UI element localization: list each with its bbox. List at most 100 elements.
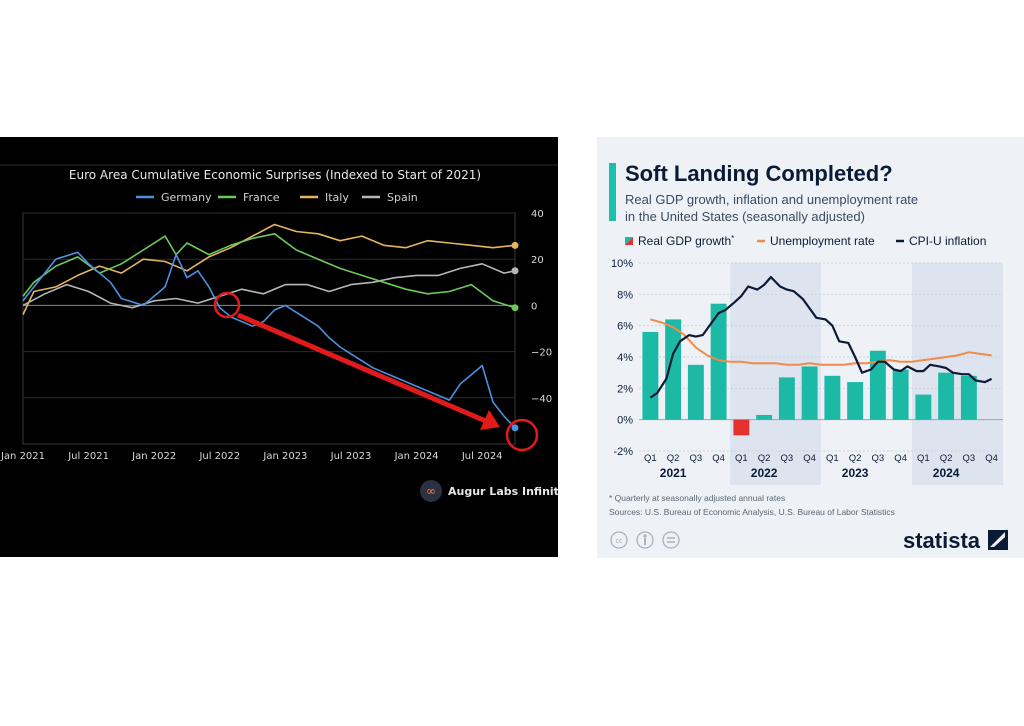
y-tick-label: -2% xyxy=(613,446,633,458)
y-tick-label: 8% xyxy=(617,289,633,301)
series-endpoint-spain xyxy=(511,267,519,275)
x-tick-label: Jan 2022 xyxy=(131,451,176,462)
year-label: 2021 xyxy=(660,466,687,480)
quarter-label: Q1 xyxy=(644,453,657,464)
quarter-label: Q4 xyxy=(985,453,998,464)
series-endpoint-germany xyxy=(511,424,519,432)
gdp-bar xyxy=(915,394,932,420)
creative-commons-icon xyxy=(610,531,628,549)
legend-label-france: France xyxy=(243,191,280,204)
svg-text:∞: ∞ xyxy=(426,484,436,498)
brand-name: Augur Labs Infinity xyxy=(448,485,558,498)
quarter-label: Q4 xyxy=(894,453,907,464)
gdp-bar xyxy=(960,375,977,420)
gdp-bar xyxy=(778,377,795,420)
quarter-label: Q3 xyxy=(872,453,885,464)
brand-logo: ∞ Augur Labs Infinity xyxy=(420,480,558,502)
gdp-bar xyxy=(733,419,750,436)
y-tick-label: −20 xyxy=(531,348,552,359)
gdp-bar xyxy=(642,331,659,420)
footnote: * Quarterly at seasonally adjusted annua… xyxy=(609,493,785,503)
year-label: 2023 xyxy=(842,466,869,480)
y-tick-label: 10% xyxy=(611,258,633,270)
gdp-bar xyxy=(687,364,704,420)
legend-label-spain: Spain xyxy=(387,191,418,204)
legend-gdp-swatch-negative xyxy=(625,237,633,245)
chart-subtitle-line1: Real GDP growth, inflation and unemploym… xyxy=(625,192,918,207)
y-tick-label: 0% xyxy=(617,415,633,427)
legend-label-germany: Germany xyxy=(161,191,212,204)
x-axis-ticks: Q1 Q2 Q3 Q4 Q1 Q2 Q3 Q4 Q1 Q2 Q3 Q4 Q1 Q2 Q3 Q4 2021 2022… xyxy=(644,453,998,480)
x-tick-label: Jan 2021 xyxy=(0,451,45,462)
quarter-label: Q2 xyxy=(940,453,953,464)
gdp-bar xyxy=(869,350,886,420)
x-axis-ticks: Jan 2021 Jul 2021 Jan 2022 Jul 2022 Jan 2023… xyxy=(0,451,503,462)
chart-legend: Real GDP growth* Unemployment rate CPI-U… xyxy=(625,234,986,248)
x-tick-label: Jan 2023 xyxy=(262,451,307,462)
series-endpoint-france xyxy=(511,304,519,312)
series-lines xyxy=(22,223,519,432)
legend-unemployment-label: Unemployment rate xyxy=(770,234,875,248)
license-icons: cc xyxy=(610,531,680,549)
soft-landing-chart: Soft Landing Completed? Real GDP growth,… xyxy=(609,161,1008,553)
quarter-label: Q3 xyxy=(690,453,703,464)
series-lines xyxy=(649,276,993,399)
infinity-icon xyxy=(420,480,442,502)
gdp-bar xyxy=(665,319,682,420)
legend-gdp-label: Real GDP growth* xyxy=(638,234,734,248)
y-tick-label: 0 xyxy=(531,301,537,312)
y-tick-label: −40 xyxy=(531,394,552,405)
y-axis-ticks: 10% 8% 6% 4% 2% 0% -2% xyxy=(611,258,633,458)
cpi-inflation-line xyxy=(649,276,993,399)
quarter-label: Q2 xyxy=(667,453,680,464)
statista-logo: statista xyxy=(903,528,1008,553)
title-accent-bar xyxy=(609,163,616,221)
quarter-label: Q1 xyxy=(826,453,839,464)
year-label: 2022 xyxy=(751,466,778,480)
x-tick-label: Jan 2024 xyxy=(394,451,439,462)
y-axis-ticks: 40 20 0 −20 −40 xyxy=(531,209,552,405)
quarter-label: Q4 xyxy=(803,453,816,464)
gdp-bar xyxy=(892,369,909,420)
quarter-label: Q2 xyxy=(758,453,771,464)
chart-legend: Germany France Italy Spain xyxy=(136,191,418,204)
x-tick-label: Jul 2023 xyxy=(330,451,372,462)
annotation-circle-end xyxy=(505,418,539,452)
gdp-bar xyxy=(824,375,841,420)
x-tick-label: Jul 2022 xyxy=(198,451,240,462)
gdp-bar xyxy=(847,382,864,420)
attribution-icon xyxy=(636,531,654,549)
brand-name: statista xyxy=(903,528,981,553)
series-line-germany xyxy=(22,251,516,429)
gdp-bar xyxy=(801,366,818,420)
x-tick-label: Jul 2021 xyxy=(67,451,109,462)
gdp-bars xyxy=(642,303,977,436)
legend-label-italy: Italy xyxy=(325,191,349,204)
soft-landing-chart-panel: Soft Landing Completed? Real GDP growth,… xyxy=(597,137,1024,558)
y-tick-label: 20 xyxy=(531,255,544,266)
svg-text:cc: cc xyxy=(616,538,624,545)
euro-surprises-chart-panel: Euro Area Cumulative Economic Surprises … xyxy=(0,137,558,557)
series-line-spain xyxy=(22,263,516,309)
quarter-label: Q3 xyxy=(781,453,794,464)
chart-title: Euro Area Cumulative Economic Surprises … xyxy=(69,168,481,182)
legend-cpi-label: CPI-U inflation xyxy=(909,234,986,248)
series-endpoint-italy xyxy=(511,241,519,249)
trend-annotation xyxy=(213,291,539,452)
year-label: 2024 xyxy=(933,466,960,480)
annotation-circle-start xyxy=(213,291,241,319)
quarter-label: Q1 xyxy=(735,453,748,464)
x-tick-label: Jul 2024 xyxy=(461,451,503,462)
quarter-label: Q3 xyxy=(963,453,976,464)
chart-subtitle-line2: in the United States (seasonally adjuste… xyxy=(625,209,865,224)
sources: Sources: U.S. Bureau of Economic Analysi… xyxy=(609,507,895,517)
y-tick-label: 2% xyxy=(617,383,633,395)
y-tick-label: 4% xyxy=(617,352,633,364)
quarter-label: Q2 xyxy=(849,453,862,464)
euro-surprises-chart: Euro Area Cumulative Economic Surprises … xyxy=(0,164,558,502)
quarter-label: Q4 xyxy=(712,453,725,464)
unemployment-line xyxy=(650,318,992,366)
chart-title: Soft Landing Completed? xyxy=(625,161,893,186)
gdp-bar xyxy=(938,372,955,420)
quarter-label: Q1 xyxy=(917,453,930,464)
